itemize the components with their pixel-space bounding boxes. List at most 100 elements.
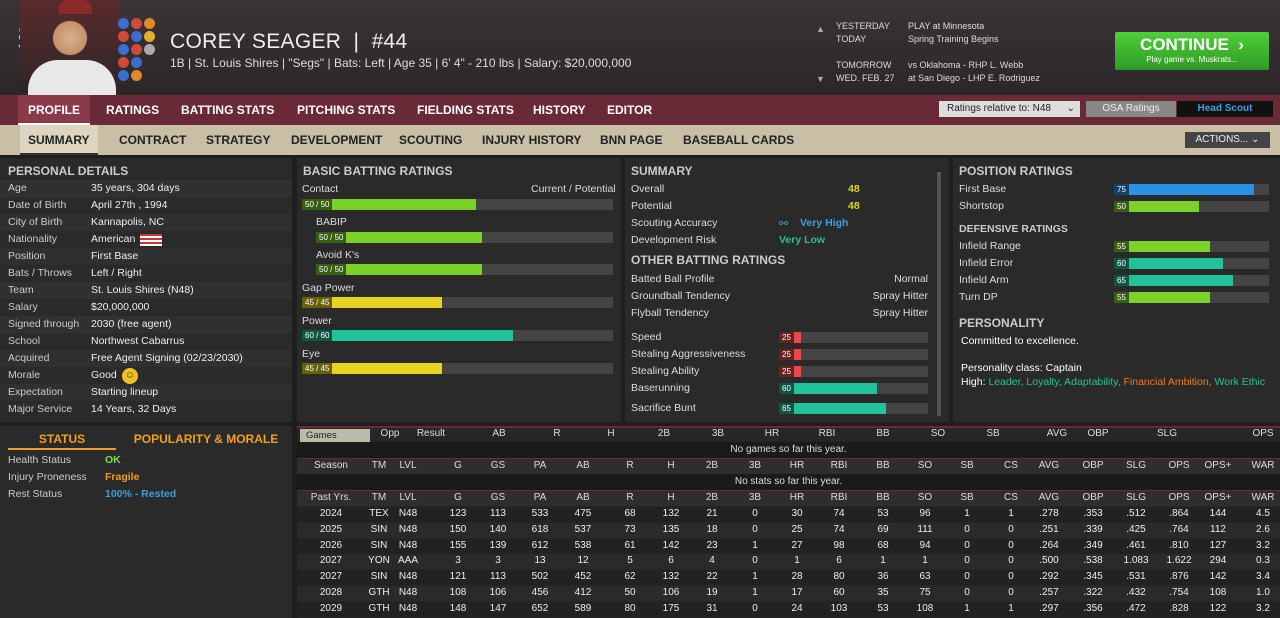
table-cell: 61 <box>624 539 636 551</box>
detail-value: Free Agent Signing (02/23/2030) <box>91 352 243 364</box>
personality-trait: Financial Ambition, <box>1123 376 1215 388</box>
rating-bar: 50 / 50 <box>316 264 613 275</box>
games-header: SO <box>930 428 946 439</box>
rating-bar: 55 <box>1114 241 1269 252</box>
tab-history[interactable]: HISTORY <box>533 103 586 117</box>
osa-ratings-button[interactable]: OSA Ratings <box>1086 101 1176 117</box>
table-cell: 19 <box>706 587 718 598</box>
rating-bar: 25 <box>779 366 928 377</box>
detail-value: April 27th , 1994 <box>91 199 168 211</box>
table-cell: 294 <box>1209 555 1227 567</box>
summary-value: 48 <box>848 200 860 212</box>
subtab-summary[interactable]: SUMMARY <box>20 125 98 155</box>
rating-fill <box>779 403 887 414</box>
rating-value: 55 <box>1114 292 1129 303</box>
rating-bar: 45 / 45 <box>302 297 613 308</box>
ratings-relative-select[interactable]: Ratings relative to: N48 ⌄ <box>939 101 1080 117</box>
detail-label: Salary <box>8 301 38 313</box>
personality-trait: Work Ethic <box>1214 376 1266 388</box>
table-cell: .538 <box>1083 555 1103 567</box>
table-cell: .828 <box>1169 602 1189 614</box>
subtab-bnn-page[interactable]: BNN PAGE <box>600 133 663 147</box>
table-cell: 3.4 <box>1256 571 1270 583</box>
table-cell: 3 <box>495 555 501 567</box>
table-header: PA <box>533 460 547 471</box>
tab-editor[interactable]: EDITOR <box>607 103 653 117</box>
tab-fielding-stats[interactable]: FIELDING STATS <box>417 103 514 117</box>
table-cell: 456 <box>531 587 549 598</box>
table-cell: 0 <box>1008 555 1014 567</box>
row-stripe <box>0 350 292 367</box>
detail-value: Kannapolis, NC <box>91 216 164 228</box>
table-cell: 175 <box>662 602 680 614</box>
summary-scrollbar[interactable] <box>937 172 941 416</box>
rating-fill <box>316 264 483 275</box>
status-value: 100% - Rested <box>105 488 177 500</box>
subtab-development[interactable]: DEVELOPMENT <box>291 133 383 147</box>
tab-pitching-stats[interactable]: PITCHING STATS <box>297 103 396 117</box>
subtab-injury-history[interactable]: INJURY HISTORY <box>482 133 582 147</box>
table-cell: 147 <box>489 602 507 614</box>
position-label: Shortstop <box>959 200 1004 212</box>
table-row <box>297 570 1280 586</box>
personality-trait: Leader, <box>988 376 1027 388</box>
table-cell: 1 <box>752 571 758 583</box>
tab-status[interactable]: STATUS <box>8 428 116 450</box>
batting-label: Gap Power <box>302 282 355 294</box>
rating-value: 50 / 50 <box>316 264 347 275</box>
badges-icon <box>118 18 158 88</box>
detail-label: Signed through <box>8 318 80 330</box>
table-cell: 22 <box>706 571 718 583</box>
summary-label: Overall <box>631 183 665 195</box>
table-cell: 0 <box>1008 523 1014 535</box>
table-cell: 108 <box>449 587 467 598</box>
tab-popularity-morale[interactable]: POPULARITY & MORALE <box>133 432 279 446</box>
table-cell: .264 <box>1039 539 1059 551</box>
games-select[interactable]: Games <box>300 429 370 442</box>
table-cell: SIN <box>370 539 388 551</box>
chevron-down-icon[interactable]: ▼ <box>816 74 825 84</box>
table-cell: 113 <box>490 508 506 519</box>
subtab-scouting[interactable]: SCOUTING <box>399 133 463 147</box>
continue-button[interactable]: CONTINUE › Play game vs. Muskrats... <box>1115 32 1269 70</box>
table-cell: 618 <box>531 523 549 535</box>
table-cell: .432 <box>1126 587 1146 598</box>
subtab-strategy[interactable]: STRATEGY <box>206 133 271 147</box>
table-cell: 53 <box>877 602 889 614</box>
table-header: WAR <box>1251 492 1275 503</box>
other-label: Flyball Tendency <box>631 307 710 319</box>
table-row <box>297 538 1280 554</box>
tab-batting-stats[interactable]: BATTING STATS <box>181 103 275 117</box>
other-value: Normal <box>894 273 928 285</box>
table-cell: AAA <box>397 555 418 567</box>
rating-bar: 65 <box>779 403 928 414</box>
table-cell: 113 <box>490 571 506 583</box>
table-cell: 3.2 <box>1256 539 1270 551</box>
batting-label: Avoid K's <box>316 249 360 261</box>
player-name: COREY SEAGER | #44 <box>170 30 408 53</box>
position-ratings-title: POSITION RATINGS <box>959 164 1073 178</box>
tab-profile[interactable]: PROFILE <box>18 95 91 125</box>
tab-ratings[interactable]: RATINGS <box>106 103 160 117</box>
table-cell: 1 <box>752 539 758 551</box>
rating-bar: 25 <box>779 332 928 343</box>
head-scout-button[interactable]: Head Scout <box>1177 101 1273 117</box>
rating-bar: 60 <box>1114 258 1269 269</box>
schedule-label: TOMORROW <box>836 60 892 70</box>
other-label: Groundball Tendency <box>631 290 731 302</box>
rating-bar: 50 / 50 <box>302 199 613 210</box>
table-cell: 30 <box>791 508 803 519</box>
subtab-baseball-cards[interactable]: BASEBALL CARDS <box>683 133 795 147</box>
table-cell: 0.3 <box>1256 555 1270 567</box>
subtab-contract[interactable]: CONTRACT <box>119 133 187 147</box>
table-cell: 144 <box>1209 508 1227 519</box>
table-cell: .297 <box>1039 602 1059 614</box>
chevron-up-icon[interactable]: ▲ <box>816 24 825 34</box>
row-stripe <box>0 316 292 333</box>
schedule-label: WED. FEB. 27 <box>836 73 895 83</box>
table-cell: 0 <box>752 508 758 519</box>
games-header: AB <box>492 428 506 439</box>
actions-button[interactable]: ACTIONS... ⌄ <box>1185 132 1270 148</box>
detail-value: Left / Right <box>91 267 142 279</box>
table-cell: .292 <box>1039 571 1059 583</box>
